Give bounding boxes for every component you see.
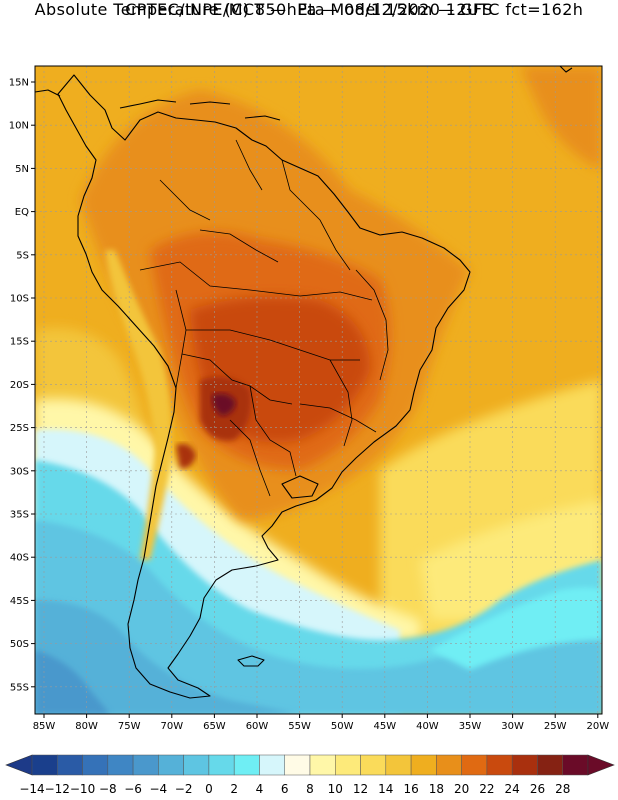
temperature-field	[35, 66, 602, 714]
colorbar-swatch	[284, 754, 311, 776]
colorbar-label: −4	[150, 782, 168, 796]
lat-label: 35S	[10, 510, 29, 521]
colorbar-swatch	[562, 754, 589, 776]
lon-label: 65W	[203, 721, 226, 732]
colorbar-swatch	[82, 754, 109, 776]
colorbar-swatch	[31, 754, 58, 776]
colorbar-label: 8	[306, 782, 314, 796]
lat-label: 15S	[10, 337, 29, 348]
colorbar-label: 6	[281, 782, 289, 796]
colorbar-label: 20	[454, 782, 469, 796]
colorbar-swatch	[335, 754, 361, 776]
colorbar-swatch	[360, 754, 387, 776]
latitude-labels: 15N 10N 5N EQ 5S 10S 15S 20S 25S 30S 35S 40S 45S 50S 5…	[9, 78, 35, 693]
colorbar-label: −14	[19, 782, 44, 796]
country-borders	[139, 139, 389, 497]
colorbar-label: 14	[378, 782, 393, 796]
lon-label: 80W	[75, 721, 98, 732]
colorbar-swatch	[511, 754, 538, 776]
lon-label: 70W	[160, 721, 183, 732]
coastline	[34, 65, 573, 699]
colorbar-swatch	[233, 754, 260, 776]
lon-label: 30W	[501, 721, 524, 732]
colorbar-left-arrow	[5, 754, 33, 776]
colorbar-label: 12	[353, 782, 368, 796]
colorbar-swatch	[259, 754, 285, 776]
colorbar-swatch	[132, 754, 159, 776]
lon-label: 60W	[246, 721, 269, 732]
colorbar-swatch	[158, 754, 184, 776]
colorbar-label: 10	[328, 782, 343, 796]
colorbar-swatch	[107, 754, 134, 776]
colorbar-label: −10	[70, 782, 95, 796]
colorbar-swatch	[385, 754, 412, 776]
colorbar-right-arrow	[587, 754, 615, 776]
lon-label: 20W	[586, 721, 609, 732]
lat-label: 40S	[10, 553, 29, 564]
lon-label: 45W	[373, 721, 396, 732]
colorbar-label: 18	[429, 782, 444, 796]
colorbar-label: 0	[205, 782, 213, 796]
lat-lon-grid	[35, 66, 602, 714]
lon-label: 55W	[288, 721, 311, 732]
colorbar-labels: −14 −12 −10 −8 −6 −4 −2 0 2 4 6 8 10 12 14 16 18 20 22 24 26…	[19, 782, 570, 796]
lat-label: 15N	[9, 78, 29, 89]
lat-label: 20S	[10, 380, 29, 391]
colorbar-label: 16	[403, 782, 418, 796]
lon-label: 25W	[544, 721, 567, 732]
colorbar-label: 2	[230, 782, 238, 796]
lat-label: 5S	[16, 250, 29, 261]
colorbar-swatch	[309, 754, 336, 776]
lat-label: 30S	[10, 466, 29, 477]
colorbar-label: 22	[479, 782, 494, 796]
lat-label: 50S	[10, 639, 29, 650]
colorbar-swatch	[208, 754, 235, 776]
colorbar-swatches	[5, 754, 615, 776]
colorbar-label: 24	[505, 782, 520, 796]
map-frame	[34, 65, 603, 715]
colorbar-label: −12	[45, 782, 70, 796]
temperature-map: 15N 10N 5N EQ 5S 10S 15S 20S 25S 30S 35S 40S 45S 50S 5…	[9, 65, 609, 732]
colorbar-swatch	[57, 754, 83, 776]
colorbar-swatch	[410, 754, 437, 776]
lat-label: 10S	[10, 294, 29, 305]
lon-label: 35W	[459, 721, 482, 732]
lon-label: 75W	[118, 721, 141, 732]
lat-label: 55S	[10, 682, 29, 693]
lat-label: 45S	[10, 596, 29, 607]
colorbar-label: −8	[99, 782, 117, 796]
lat-label: 25S	[10, 423, 29, 434]
lat-label: 10N	[9, 121, 29, 132]
title-line-2: Absolute Temperature (C) 850hPa — 08/12/…	[34, 0, 584, 19]
colorbar-swatch	[486, 754, 513, 776]
lat-label: 5N	[15, 164, 29, 175]
colorbar-swatch	[537, 754, 563, 776]
colorbar-label: 28	[555, 782, 570, 796]
lat-label: EQ	[15, 207, 29, 218]
colorbar-label: −6	[124, 782, 142, 796]
lon-label: 40W	[416, 721, 439, 732]
colorbar-swatch	[461, 754, 488, 776]
title-line-1: CPTEC/INPE/MCT — Eta Model 15km — GFS	[125, 0, 493, 19]
colorbar-swatch	[436, 754, 462, 776]
colorbar-swatch	[183, 754, 210, 776]
longitude-labels: 85W 80W 75W 70W 65W 60W 55W 50W 45W 40W 35W 30W 25W 2…	[33, 714, 609, 732]
colorbar-label: −2	[175, 782, 193, 796]
colorbar-label: 4	[256, 782, 264, 796]
colorbar-label: 26	[530, 782, 545, 796]
lon-label: 50W	[331, 721, 354, 732]
lon-label: 85W	[33, 721, 56, 732]
